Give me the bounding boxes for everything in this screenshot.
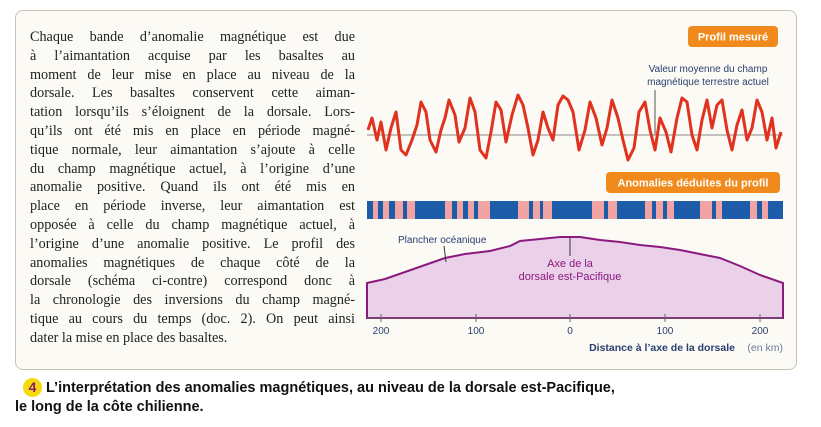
caption-number: 4	[23, 378, 42, 397]
tick-label: 0	[567, 326, 573, 337]
profile-line	[366, 93, 783, 162]
profile-tab	[688, 26, 778, 47]
tick-label: 100	[468, 326, 485, 337]
mean-label: Valeur moyenne du champ	[649, 64, 768, 75]
caption-line: le long de la côte chilienne.	[15, 399, 204, 415]
text-line: opposée à celle du champ magnétique actu…	[30, 216, 355, 233]
text-line: tique au cours du temps (doc. 2). On peu…	[30, 310, 355, 327]
text-line: moment de leur mise en place au niveau d…	[30, 66, 355, 83]
tick-label: 100	[657, 326, 674, 337]
text-line: place en période inverse, leur aimantati…	[30, 198, 355, 215]
text-line: la chronologie des inversions du champ m…	[30, 292, 355, 309]
ridge-label: dorsale est-Pacifique	[519, 271, 622, 283]
text-line: Chaque bande d’anomalie magnétique est d…	[30, 29, 355, 45]
profile-tab-text: Profil mesuré	[698, 32, 768, 44]
anomaly-tab	[606, 172, 780, 193]
anomaly-tab-text: Anomalies déduites du profil	[618, 178, 769, 190]
floor-pointer	[443, 245, 447, 263]
tick-label: 200	[373, 326, 390, 337]
text-line: l’origine d’une anomalie positive. Le pr…	[30, 235, 355, 252]
text-line: du champ magnétique actuel, à l’origine …	[30, 160, 355, 177]
text-line: qu’ils ont été mis en place en période m…	[30, 122, 355, 139]
paragraph: Chaque bande d’anomalie magnétique est d…	[30, 28, 355, 348]
mean-label: magnétique terrestre actuel	[647, 77, 769, 88]
axis-unit: (en km)	[747, 342, 783, 354]
tick-label: 200	[752, 326, 769, 337]
axis-title: Distance à l’axe de la dorsale	[589, 342, 735, 354]
caption: 4 L’interprétation des anomalies magnétiq…	[15, 378, 615, 417]
text-line: anomalie positive. Quand ils ont été mis…	[30, 179, 355, 196]
text-line: dorsale. Les basaltes conservent cette a…	[30, 85, 355, 102]
text-line: tique normale, leur aimantation s’ajoute…	[30, 141, 355, 158]
text-line: tation lorsqu’ils s’éloignent de la dors…	[30, 104, 355, 121]
text-line: dater la mise en place des basaltes.	[30, 329, 228, 346]
text-line: anomalies magnétiques de chaque côté de …	[30, 254, 355, 271]
text-line: dorsale (schéma ci-contre) correspond do…	[30, 273, 355, 290]
ridge-label: Axe de la	[547, 258, 594, 270]
text-line: à l’aimantation acquise par les basaltes…	[30, 47, 355, 64]
floor-label: Plancher océanique	[398, 235, 487, 246]
normal-stripes	[367, 201, 783, 219]
caption-line: L’interprétation des anomalies magnétiqu…	[46, 380, 615, 396]
